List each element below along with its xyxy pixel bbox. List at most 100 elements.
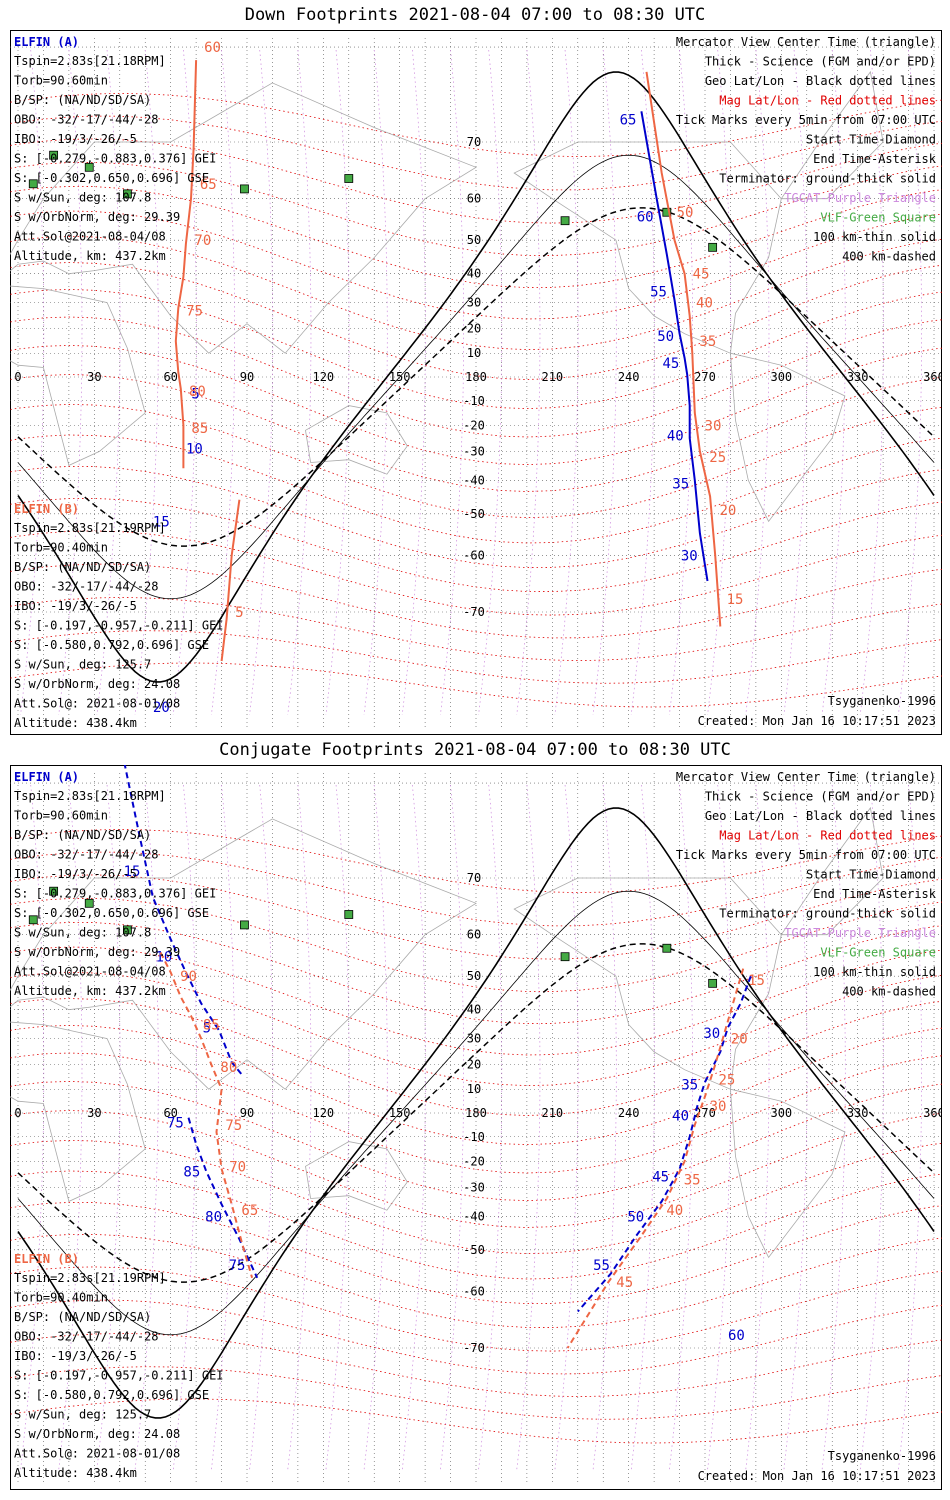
terminator-ground-line bbox=[17, 807, 935, 1419]
track-tick-label: 30 bbox=[710, 1099, 727, 1115]
lon-tick-label: 210 bbox=[541, 370, 563, 384]
mag-latitude-line bbox=[10, 971, 942, 1087]
elfin-b-info-line: B/SP: (NA/ND/SD/SA) bbox=[14, 1310, 151, 1324]
terminator-ground-line bbox=[17, 71, 935, 683]
lon-tick-label: 0 bbox=[14, 1106, 21, 1120]
track-tick-label: 55 bbox=[593, 1258, 610, 1274]
elfin-a-info-line: Torb=90.60min bbox=[14, 809, 108, 823]
mag-latitude-line bbox=[10, 403, 942, 519]
track-tick-label: 85 bbox=[203, 1018, 220, 1034]
elfin-a-label: ELFIN (A) bbox=[14, 35, 79, 49]
mag-latitude-line bbox=[10, 1201, 942, 1305]
legend-entry: 400 km-dashed bbox=[842, 985, 936, 999]
track-tick-label: 30 bbox=[681, 548, 698, 564]
elfin-b-info-line: B/SP: (NA/ND/SD/SA) bbox=[14, 560, 151, 574]
lat-tick-label: 20 bbox=[467, 322, 481, 336]
terminator bbox=[17, 807, 935, 1419]
mag-latitude-line bbox=[10, 1233, 942, 1329]
elfin-b-info-line: Tspin=2.83s[21.19RPM] bbox=[14, 1271, 166, 1285]
lat-tick-label: -30 bbox=[463, 1180, 485, 1194]
lon-tick-label: 270 bbox=[694, 370, 716, 384]
mag-longitude-line bbox=[859, 784, 884, 1471]
track-tick-label: 25 bbox=[709, 450, 726, 466]
model-label: Tsyganenko-1996 bbox=[828, 694, 936, 708]
terminator bbox=[17, 71, 935, 683]
coastline bbox=[780, 806, 884, 936]
track-tick-label: 75 bbox=[229, 1258, 246, 1274]
track-tick-label: 75 bbox=[186, 304, 203, 320]
mag-latitude-line bbox=[10, 210, 942, 320]
coastline bbox=[10, 82, 477, 354]
coastlines bbox=[10, 806, 884, 1259]
track-tick-label: 15 bbox=[153, 514, 170, 530]
track-tick-label: 60 bbox=[637, 210, 654, 226]
track-tick-label: 45 bbox=[693, 267, 710, 283]
lat-tick-label: -70 bbox=[463, 1341, 485, 1355]
legend-entry: 100 km-thin solid bbox=[813, 965, 936, 979]
elfin-a-info-line: S w/OrbNorm, deg: 29.39 bbox=[14, 210, 180, 224]
coastline bbox=[10, 1021, 146, 1202]
vlf-station-marker bbox=[708, 242, 718, 252]
track-tick-label: 5 bbox=[203, 1020, 211, 1036]
track-tick-label: 65 bbox=[620, 113, 637, 129]
lat-tick-label: -60 bbox=[463, 1284, 485, 1298]
track-tick-label: 35 bbox=[681, 1077, 698, 1093]
elfin-b-info-line: S: [-0.580,0.792,0.696] GSE bbox=[14, 1388, 209, 1402]
elfin-a-info-line: Att.Sol@2021-08-04/08 bbox=[14, 230, 166, 244]
track-tick-label: 40 bbox=[667, 428, 684, 444]
legend-entry: Mercator View Center Time (triangle) bbox=[676, 35, 936, 49]
lat-tick-label: 30 bbox=[467, 296, 481, 310]
geo-grid bbox=[10, 38, 942, 727]
lat-tick-label: 10 bbox=[467, 1082, 481, 1096]
track-tick-label: 35 bbox=[684, 1172, 701, 1188]
lat-tick-label: 40 bbox=[467, 1003, 481, 1017]
legend-entry: VLF-Green Square bbox=[820, 211, 936, 225]
track-tick-label: 70 bbox=[194, 233, 211, 249]
legend-entry: Geo Lat/Lon - Black dotted lines bbox=[705, 809, 936, 823]
mag-longitude-line bbox=[134, 784, 159, 1471]
legend-entry: TGCAT-Purple Triangle bbox=[784, 191, 936, 205]
elfin-b-info-line: Att.Sol@: 2021-08-01/08 bbox=[14, 1447, 180, 1461]
lat-tick-label: 70 bbox=[467, 135, 481, 149]
lat-tick-label: -20 bbox=[463, 418, 485, 432]
mag-latitude-line bbox=[10, 851, 942, 927]
lon-tick-label: 90 bbox=[240, 370, 254, 384]
coastlines bbox=[10, 70, 884, 523]
coastline bbox=[305, 405, 408, 475]
track-b-west-line bbox=[174, 60, 198, 469]
track-tick-label: 85 bbox=[191, 421, 208, 437]
elfin-b-info-line: Altitude: 438.4km bbox=[14, 716, 137, 730]
terminator-100km-line bbox=[17, 890, 935, 1336]
track-tick-label: 15 bbox=[124, 864, 141, 880]
lon-tick-label: 60 bbox=[163, 370, 177, 384]
mag-longitude-line bbox=[58, 784, 83, 1471]
track-tick-label: 40 bbox=[666, 1203, 683, 1219]
track-tick-label: 20 bbox=[719, 503, 736, 519]
legend-entry: VLF-Green Square bbox=[820, 946, 936, 960]
legend-right: Mercator View Center Time (triangle) Thic… bbox=[676, 770, 937, 999]
mag-longitude-line bbox=[516, 784, 541, 1471]
lat-tick-label: -50 bbox=[463, 507, 485, 521]
legend-entry: Terminator: ground-thick solid bbox=[719, 172, 936, 186]
mag-longitude-line bbox=[325, 784, 350, 1471]
track-tick-label: 75 bbox=[167, 1115, 184, 1131]
track-tick-label: 40 bbox=[696, 296, 713, 312]
mag-latitude-line bbox=[10, 497, 942, 593]
lat-tick-label: -40 bbox=[463, 473, 485, 487]
legend-entry: Start Time-Diamond bbox=[806, 133, 936, 147]
elfin-b-info: ELFIN (B) Tspin=2.83s[21.19RPM] Torb=90.40… bbox=[14, 1252, 224, 1480]
vlf-station-marker bbox=[123, 189, 132, 199]
elfin-a-info-line: Altitude, km: 437.2km bbox=[14, 249, 166, 263]
mag-grid bbox=[10, 49, 942, 716]
mag-latitude-line bbox=[10, 434, 942, 544]
legend-right: Mercator View Center Time (triangle) Thic… bbox=[676, 35, 937, 264]
vlf-station-marker bbox=[84, 898, 94, 908]
lon-tick-label: 60 bbox=[163, 1106, 177, 1120]
elfin-b-info-line: OBO: -32/-17/-44/-28 bbox=[14, 580, 159, 594]
legend-entry: 400 km-dashed bbox=[842, 250, 936, 264]
track-tick-label: 25 bbox=[718, 1073, 735, 1089]
coastline bbox=[513, 877, 782, 1090]
track-tick-label: 50 bbox=[677, 205, 694, 221]
vlf-station-marker bbox=[49, 150, 59, 160]
lat-tick-label: 70 bbox=[467, 871, 481, 885]
